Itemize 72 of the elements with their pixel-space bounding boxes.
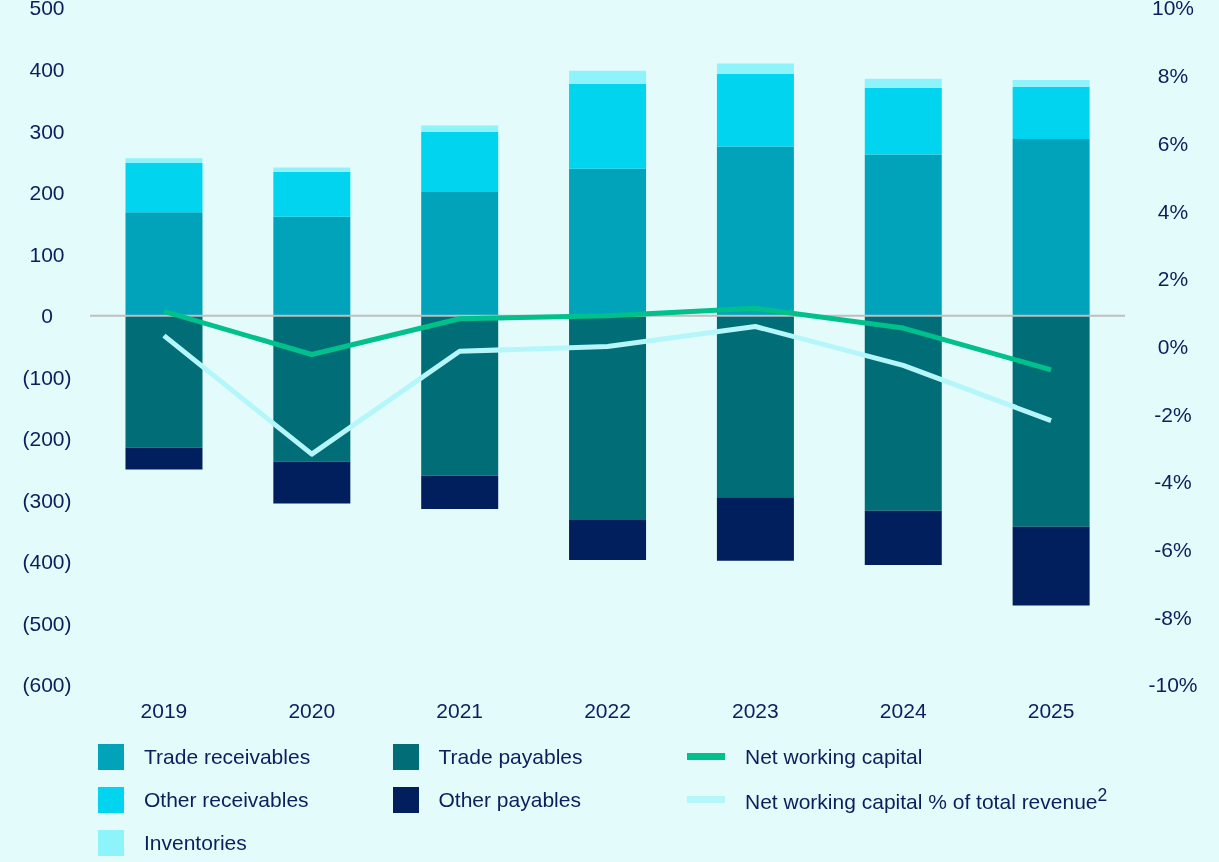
bar bbox=[273, 171, 351, 217]
x-tick-label: 2021 bbox=[436, 698, 483, 722]
x-tick-label: 2024 bbox=[879, 698, 927, 722]
x-tick-label: 2019 bbox=[140, 698, 188, 722]
bar bbox=[421, 125, 499, 132]
bar bbox=[1012, 139, 1090, 316]
y-tick-label: (400) bbox=[22, 550, 72, 574]
y2-tick-label: 10% bbox=[1151, 0, 1195, 20]
y-tick-label: 0 bbox=[41, 304, 53, 328]
bar bbox=[1012, 86, 1090, 140]
y2-tick-label: 6% bbox=[1157, 131, 1189, 155]
y2-tick-label: -8% bbox=[1154, 605, 1192, 629]
x-tick-label: 2022 bbox=[584, 698, 631, 722]
y-tick-label: 100 bbox=[29, 242, 65, 266]
legend-label: Trade payables bbox=[438, 744, 583, 769]
bar bbox=[569, 83, 647, 169]
y-tick-label: 300 bbox=[29, 119, 65, 143]
y2-tick-label: -6% bbox=[1154, 538, 1192, 562]
bar bbox=[125, 212, 203, 316]
y2-tick-label: 8% bbox=[1157, 64, 1189, 88]
y-tick-label: (200) bbox=[22, 427, 72, 451]
bar bbox=[1012, 526, 1090, 606]
y-tick-label: (600) bbox=[22, 673, 72, 697]
bar bbox=[569, 315, 647, 521]
y2-tick-label: -4% bbox=[1154, 470, 1192, 494]
bar bbox=[421, 315, 499, 476]
bar bbox=[125, 163, 203, 213]
bar bbox=[569, 520, 647, 561]
x-tick-label: 2023 bbox=[732, 698, 779, 722]
y-tick-label: 500 bbox=[29, 0, 65, 20]
y2-tick-label: 2% bbox=[1157, 267, 1189, 291]
y2-tick-label: -2% bbox=[1154, 402, 1192, 426]
bar bbox=[569, 168, 647, 316]
y2-tick-label: 4% bbox=[1157, 199, 1189, 223]
y2-tick-label: 0% bbox=[1157, 334, 1189, 358]
y-tick-label: (300) bbox=[22, 488, 72, 512]
bar bbox=[864, 510, 942, 565]
y-tick-label: 400 bbox=[29, 58, 65, 81]
x-tick-label: 2020 bbox=[288, 698, 336, 722]
y-tick-label: 200 bbox=[29, 181, 65, 205]
bar bbox=[273, 461, 351, 504]
bar bbox=[716, 315, 794, 498]
bar bbox=[421, 131, 499, 193]
x-tick-label: 2025 bbox=[1027, 698, 1075, 722]
bar bbox=[864, 88, 942, 155]
bar bbox=[569, 70, 647, 84]
bar bbox=[1012, 315, 1090, 527]
legend-label: Other payables bbox=[438, 787, 581, 812]
y-tick-label: (500) bbox=[22, 611, 72, 635]
bar bbox=[125, 447, 203, 470]
bar bbox=[273, 216, 351, 316]
bar bbox=[125, 315, 203, 448]
legend-label: Trade receivables bbox=[144, 744, 311, 769]
bar bbox=[1012, 80, 1090, 87]
bar bbox=[273, 167, 351, 172]
bar bbox=[421, 475, 499, 509]
y-tick-label: (100) bbox=[22, 365, 72, 389]
bar bbox=[864, 315, 942, 511]
bar bbox=[864, 78, 942, 89]
bar bbox=[125, 158, 203, 164]
bar bbox=[273, 315, 351, 462]
legend-label: Net working capital bbox=[745, 744, 923, 769]
y2-tick-label: -10% bbox=[1148, 673, 1198, 697]
bar bbox=[864, 154, 942, 316]
bar bbox=[716, 63, 794, 74]
legend-label: Inventories bbox=[144, 830, 247, 855]
bar bbox=[421, 192, 499, 316]
bar bbox=[716, 497, 794, 561]
bar bbox=[716, 146, 794, 316]
legend-label: Net working capital % of total revenue$^{2}$ bbox=[745, 785, 1108, 814]
legend-label: Other receivables bbox=[144, 787, 309, 812]
bar bbox=[716, 73, 794, 147]
